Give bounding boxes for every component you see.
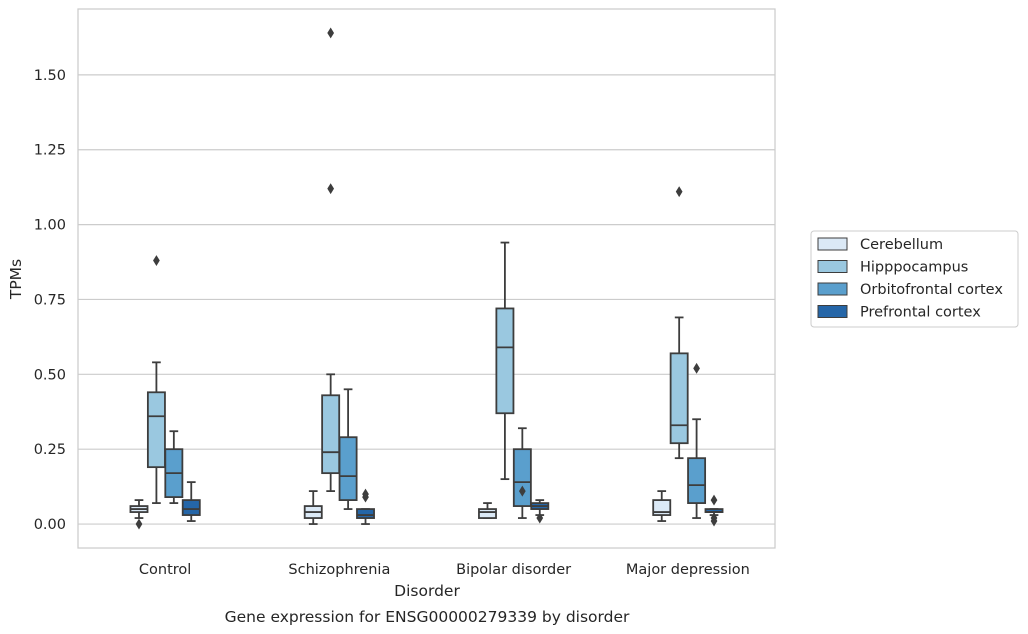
y-tick-label: 0.00: [34, 517, 66, 533]
outlier-point: [327, 27, 335, 39]
outlier-point: [518, 485, 526, 497]
box-iqr: [478, 508, 497, 519]
outlier-point: [327, 183, 335, 195]
box-orbitofrontal-cortex: [164, 430, 184, 504]
box-cerebellum: [478, 502, 497, 519]
box-iqr: [669, 352, 689, 445]
legend-frame: [810, 230, 1019, 328]
legend: Cerebellum Hipppocampus Orbitofrontal cort…: [810, 230, 1019, 328]
x-tick-label: Major depression: [626, 562, 750, 578]
x-axis-title: Disorder: [394, 582, 460, 600]
y-tick-label: 0.50: [34, 367, 66, 383]
outlier-point: [675, 186, 683, 198]
box-prefrontal-cortex: [356, 488, 375, 525]
box-hipppocampus: [495, 241, 515, 481]
legend-swatch: [817, 260, 848, 273]
outlier-point: [710, 494, 718, 506]
box-hipppocampus: [669, 186, 689, 460]
grid-lines: [78, 74, 775, 525]
y-tick-label: 1.25: [34, 143, 66, 159]
box-layer: [129, 27, 724, 530]
box-orbitofrontal-cortex: [687, 362, 707, 519]
x-tick-label: Bipolar disorder: [456, 562, 571, 578]
box-iqr: [512, 448, 532, 507]
box-cerebellum: [652, 490, 672, 522]
y-axis-title: TPMs: [7, 259, 25, 300]
box-hipppocampus: [146, 255, 166, 504]
x-tick-label: Control: [139, 562, 191, 578]
box-iqr: [181, 499, 201, 516]
box-iqr: [687, 457, 707, 504]
legend-label: Cerebellum: [860, 237, 943, 253]
box-iqr: [146, 391, 166, 469]
box-iqr: [338, 436, 358, 501]
y-tick-label: 0.25: [34, 442, 66, 458]
legend-swatch: [817, 237, 848, 251]
outlier-point: [536, 512, 544, 524]
outlier-point: [153, 255, 160, 266]
plot-frame: [77, 8, 776, 549]
x-axis-ticks: Control Schizophrenia Bipolar disorder Majo…: [139, 562, 750, 578]
legend-label: Hipppocampus: [860, 260, 968, 276]
x-tick-label: Schizophrenia: [288, 562, 390, 578]
y-axis-ticks: 0.00 0.25 0.50 0.75 1.00 1.25 1.50: [34, 68, 66, 533]
legend-swatch: [817, 305, 848, 318]
box-prefrontal-cortex: [181, 481, 201, 522]
box-iqr: [495, 307, 515, 415]
legend-label: Prefrontal cortex: [860, 305, 981, 321]
outlier-point: [362, 488, 369, 500]
y-tick-label: 1.50: [34, 68, 66, 84]
figure-caption: Gene expression for ENSG00000279339 by d…: [225, 608, 630, 626]
outlier-point: [710, 512, 718, 524]
outlier-point: [693, 362, 700, 374]
box-prefrontal-cortex: [530, 499, 550, 524]
box-hipppocampus: [321, 27, 341, 493]
outlier-point: [135, 518, 143, 530]
box-orbitofrontal-cortex: [512, 427, 532, 519]
box-cerebellum: [129, 499, 149, 530]
y-tick-label: 1.00: [34, 218, 66, 234]
box-prefrontal-cortex: [704, 494, 724, 527]
y-tick-label: 0.75: [34, 292, 66, 308]
legend-swatch: [817, 282, 848, 296]
box-iqr: [321, 394, 341, 475]
legend-label: Orbitofrontal cortex: [860, 282, 1003, 298]
box-iqr: [356, 508, 375, 519]
box-cerebellum: [303, 490, 323, 525]
box-orbitofrontal-cortex: [338, 388, 358, 510]
